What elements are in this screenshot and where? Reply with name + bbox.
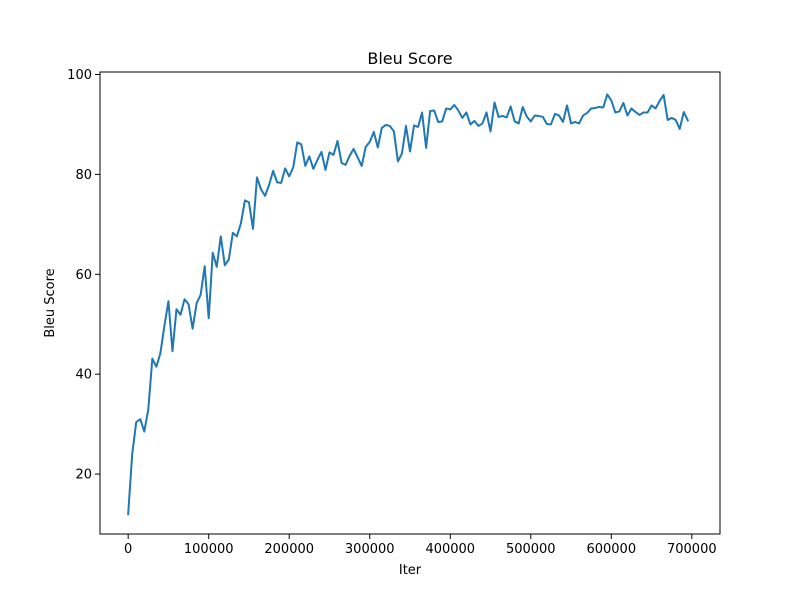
x-tick-label: 200000 <box>264 542 314 557</box>
x-tick-label: 0 <box>124 542 132 557</box>
y-tick-label: 40 <box>75 368 92 383</box>
y-tick-label: 20 <box>75 468 92 483</box>
x-tick-label: 100000 <box>184 542 234 557</box>
series-layer <box>127 93 690 516</box>
y-axis-ticks: 20 40 60 80 100 <box>67 68 100 483</box>
x-axis-ticks: 0 100000 200000 300000 400000 500000 600000 700… <box>124 534 717 557</box>
series-line-0 <box>127 93 690 516</box>
x-tick-label: 500000 <box>506 542 556 557</box>
y-tick-label: 80 <box>75 168 92 183</box>
y-tick-label: 100 <box>67 68 92 83</box>
chart-title: Bleu Score <box>367 49 452 68</box>
y-tick-label: 60 <box>75 268 92 283</box>
plot-frame <box>99 71 721 535</box>
x-axis-label: Iter <box>399 563 422 578</box>
x-tick-label: 700000 <box>667 542 717 557</box>
x-tick-label: 600000 <box>586 542 636 557</box>
x-tick-label: 300000 <box>345 542 395 557</box>
plot-area <box>100 72 720 534</box>
x-tick-label: 400000 <box>425 542 475 557</box>
y-axis-label: Bleu Score <box>43 268 58 337</box>
